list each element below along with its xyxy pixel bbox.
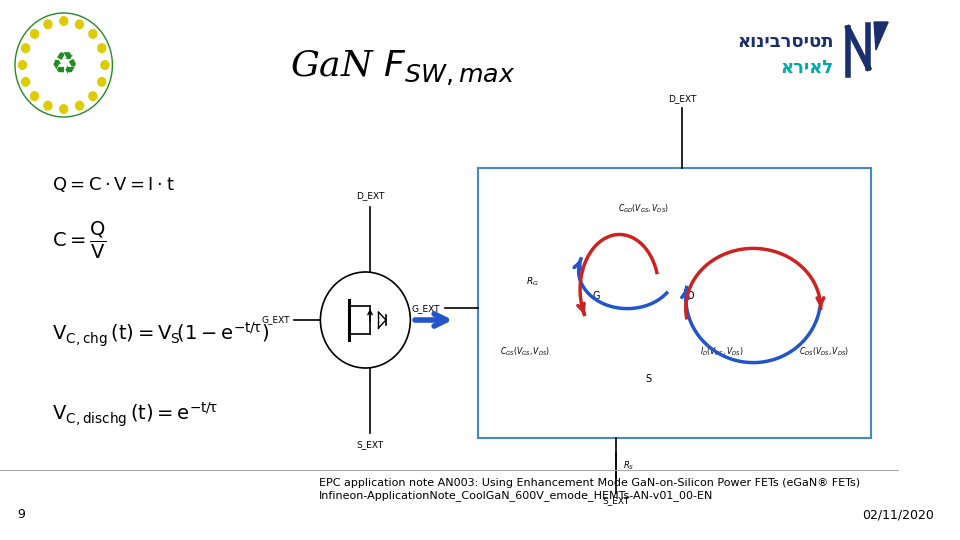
Text: S_EXT: S_EXT [602, 496, 629, 505]
Text: G_EXT: G_EXT [262, 315, 291, 325]
Text: $\mathrm{Q = C \cdot V = I \cdot t}$: $\mathrm{Q = C \cdot V = I \cdot t}$ [52, 176, 174, 194]
Circle shape [43, 100, 53, 111]
Circle shape [75, 19, 84, 29]
Circle shape [97, 77, 107, 87]
Text: $C_{GS}(V_{GS},V_{DS})$: $C_{GS}(V_{GS},V_{DS})$ [500, 346, 550, 358]
Circle shape [59, 16, 68, 26]
Text: GaN $F_{SW,max}$: GaN $F_{SW,max}$ [290, 49, 516, 87]
Text: S_EXT: S_EXT [356, 440, 384, 449]
Circle shape [21, 77, 31, 87]
Text: D_EXT: D_EXT [356, 191, 384, 200]
Circle shape [75, 100, 84, 111]
Text: $I_D(V_{GS},V_{DS})$: $I_D(V_{GS},V_{DS})$ [700, 346, 744, 358]
Circle shape [97, 43, 107, 53]
Circle shape [59, 104, 68, 114]
Text: G_EXT: G_EXT [412, 304, 441, 313]
Text: ♻: ♻ [50, 51, 78, 79]
Text: S: S [645, 374, 651, 383]
Circle shape [43, 19, 53, 29]
Text: אריאל: אריאל [780, 59, 834, 77]
Text: $\mathrm{V_{C,chg}\,(t) = V_S\!\left(1 - e^{-t/\!\tau}\right)}$: $\mathrm{V_{C,chg}\,(t) = V_S\!\left(1 -… [52, 321, 269, 349]
Text: $R_S$: $R_S$ [623, 460, 635, 472]
Text: $\mathrm{C = \dfrac{Q}{V}}$: $\mathrm{C = \dfrac{Q}{V}}$ [52, 219, 107, 260]
Text: $C_{GD}(V_{GS},V_{DS})$: $C_{GD}(V_{GS},V_{DS})$ [617, 202, 668, 215]
Polygon shape [875, 22, 888, 50]
Circle shape [30, 91, 39, 101]
Text: $C_{DS}(V_{DS},V_{DS})$: $C_{DS}(V_{DS},V_{DS})$ [799, 346, 850, 358]
Text: EPC application note AN003: Using Enhancement Mode GaN-on-Silicon Power FETs (eG: EPC application note AN003: Using Enhanc… [319, 478, 859, 488]
Text: Infineon-ApplicationNote_CoolGaN_600V_emode_HEMTs-AN-v01_00-EN: Infineon-ApplicationNote_CoolGaN_600V_em… [319, 490, 713, 502]
Circle shape [30, 29, 39, 39]
Text: $\mathrm{V_{C,dischg}\,(t) = e^{-t/\!\tau}}$: $\mathrm{V_{C,dischg}\,(t) = e^{-t/\!\ta… [52, 401, 217, 429]
Text: $R_G$: $R_G$ [526, 275, 540, 288]
Text: 9: 9 [17, 509, 25, 522]
Text: אוניברסיטת: אוניברסיטת [737, 33, 834, 51]
Bar [478, 168, 872, 438]
Text: D_EXT: D_EXT [668, 94, 697, 103]
Circle shape [88, 91, 98, 101]
Circle shape [88, 29, 98, 39]
Circle shape [21, 43, 31, 53]
Circle shape [100, 60, 109, 70]
Text: 02/11/2020: 02/11/2020 [862, 509, 934, 522]
Circle shape [18, 60, 27, 70]
Text: D: D [687, 292, 695, 301]
Text: G: G [592, 292, 600, 301]
